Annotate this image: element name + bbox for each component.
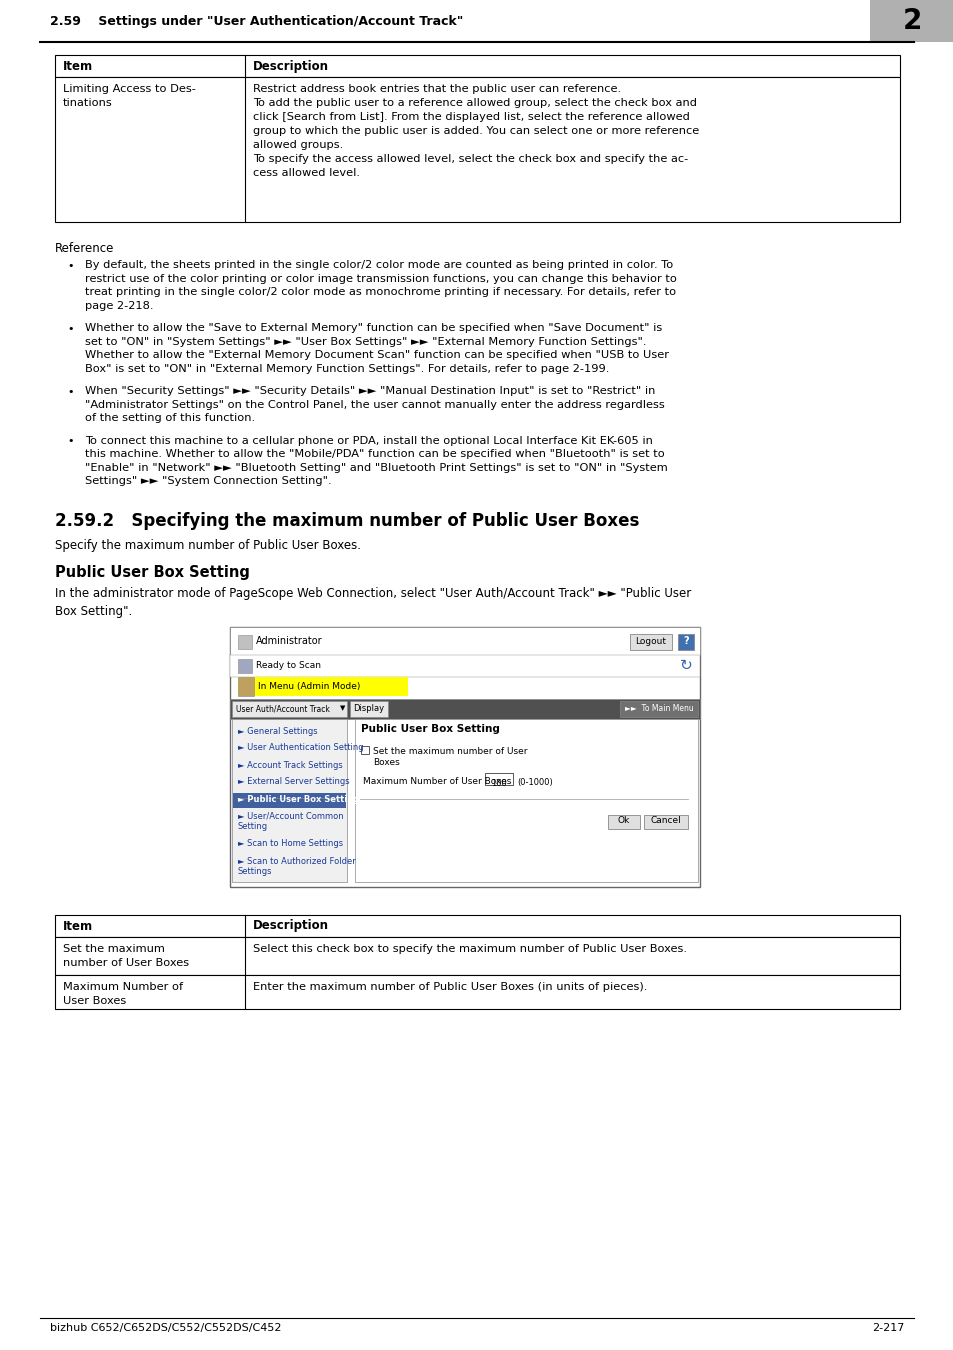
Bar [643, 814, 687, 829]
Text: Logout: Logout [635, 637, 666, 647]
Text: •: • [67, 436, 73, 447]
Text: Whether to allow the "Save to External Memory" function can be specified when "S: Whether to allow the "Save to External M… [85, 323, 668, 374]
Text: In Menu (Admin Mode): In Menu (Admin Mode) [257, 682, 360, 690]
Bar [607, 814, 639, 829]
Text: Public User Box Setting: Public User Box Setting [360, 725, 499, 734]
Bar [230, 626, 700, 887]
Text: To connect this machine to a cellular phone or PDA, install the optional Local I: To connect this machine to a cellular ph… [85, 436, 667, 486]
Text: By default, the sheets printed in the single color/2 color mode are counted as b: By default, the sheets printed in the si… [85, 261, 677, 310]
Bar [55, 937, 899, 975]
Text: ► Account Track Settings: ► Account Track Settings [237, 760, 342, 770]
Text: Ok: Ok [618, 815, 630, 825]
Bar [55, 55, 899, 77]
Bar [230, 698, 700, 718]
Text: Description: Description [253, 59, 329, 73]
Text: Enter the maximum number of Public User Boxes (in units of pieces).: Enter the maximum number of Public User … [253, 983, 647, 992]
Text: ▼: ▼ [340, 706, 345, 711]
Text: In the administrator mode of PageScope Web Connection, select "User Auth/Account: In the administrator mode of PageScope W… [55, 586, 691, 617]
Bar [55, 77, 899, 221]
Text: 2: 2 [902, 7, 921, 35]
Text: Ready to Scan: Ready to Scan [255, 662, 320, 670]
Text: 100: 100 [491, 779, 506, 787]
Text: Maximum Number of User Boxes: Maximum Number of User Boxes [363, 778, 511, 787]
Text: Limiting Access to Des-
tinations: Limiting Access to Des- tinations [63, 84, 195, 108]
Text: ↻: ↻ [679, 657, 692, 674]
Text: ► Scan to Home Settings: ► Scan to Home Settings [237, 840, 343, 849]
Text: Select this check box to specify the maximum number of Public User Boxes.: Select this check box to specify the max… [253, 945, 686, 954]
Text: Specify the maximum number of Public User Boxes.: Specify the maximum number of Public Use… [55, 539, 360, 552]
Bar [350, 701, 388, 717]
Text: Set the maximum number of User
Boxes: Set the maximum number of User Boxes [373, 748, 527, 767]
Text: Restrict address book entries that the public user can reference.
To add the pub: Restrict address book entries that the p… [253, 84, 699, 178]
Bar [232, 718, 347, 882]
Text: Set the maximum
number of User Boxes: Set the maximum number of User Boxes [63, 944, 189, 968]
Bar [237, 676, 408, 695]
Text: Display: Display [353, 703, 384, 713]
Bar [619, 701, 698, 717]
Text: •: • [67, 324, 73, 333]
Text: Item: Item [63, 59, 93, 73]
Text: ► General Settings: ► General Settings [237, 726, 317, 736]
Bar [678, 633, 693, 649]
Bar [230, 655, 700, 676]
Text: ► User/Account Common
Setting: ► User/Account Common Setting [237, 811, 343, 830]
Bar [869, 0, 953, 42]
Text: 2.59    Settings under "User Authentication/Account Track": 2.59 Settings under "User Authentication… [50, 15, 463, 27]
Bar [237, 676, 253, 695]
Text: Item: Item [63, 919, 93, 933]
Text: User Auth/Account Track: User Auth/Account Track [235, 703, 330, 713]
Bar [355, 718, 698, 882]
Text: ►►  To Main Menu: ►► To Main Menu [624, 703, 693, 713]
Text: Description: Description [253, 919, 329, 933]
Bar [237, 659, 252, 672]
Text: ► Scan to Authorized Folder
Settings: ► Scan to Authorized Folder Settings [237, 856, 355, 876]
Text: Cancel: Cancel [650, 815, 680, 825]
Text: 2-217: 2-217 [872, 1323, 904, 1332]
Text: (0-1000): (0-1000) [517, 778, 552, 787]
Text: 2.59.2   Specifying the maximum number of Public User Boxes: 2.59.2 Specifying the maximum number of … [55, 513, 639, 531]
Bar [230, 626, 700, 655]
Text: When "Security Settings" ►► "Security Details" ►► "Manual Destination Input" is : When "Security Settings" ►► "Security De… [85, 386, 664, 423]
Text: Maximum Number of
User Boxes: Maximum Number of User Boxes [63, 981, 183, 1006]
Text: Administrator: Administrator [255, 636, 322, 645]
Bar [629, 633, 671, 649]
Bar [484, 772, 513, 784]
Text: bizhub C652/C652DS/C552/C552DS/C452: bizhub C652/C652DS/C552/C552DS/C452 [50, 1323, 281, 1332]
Text: Reference: Reference [55, 242, 114, 255]
Text: ► User Authentication Setting: ► User Authentication Setting [237, 744, 363, 752]
Bar [232, 701, 347, 717]
Text: ?: ? [682, 636, 688, 647]
Text: ► Public User Box Setting: ► Public User Box Setting [237, 795, 359, 803]
Bar [55, 914, 899, 937]
Text: Public User Box Setting: Public User Box Setting [55, 564, 250, 579]
Bar [237, 634, 252, 648]
Bar [360, 745, 369, 753]
Text: •: • [67, 387, 73, 397]
Text: •: • [67, 261, 73, 271]
Text: ► External Server Settings: ► External Server Settings [237, 778, 349, 787]
Bar [55, 975, 899, 1008]
Bar [233, 792, 346, 807]
